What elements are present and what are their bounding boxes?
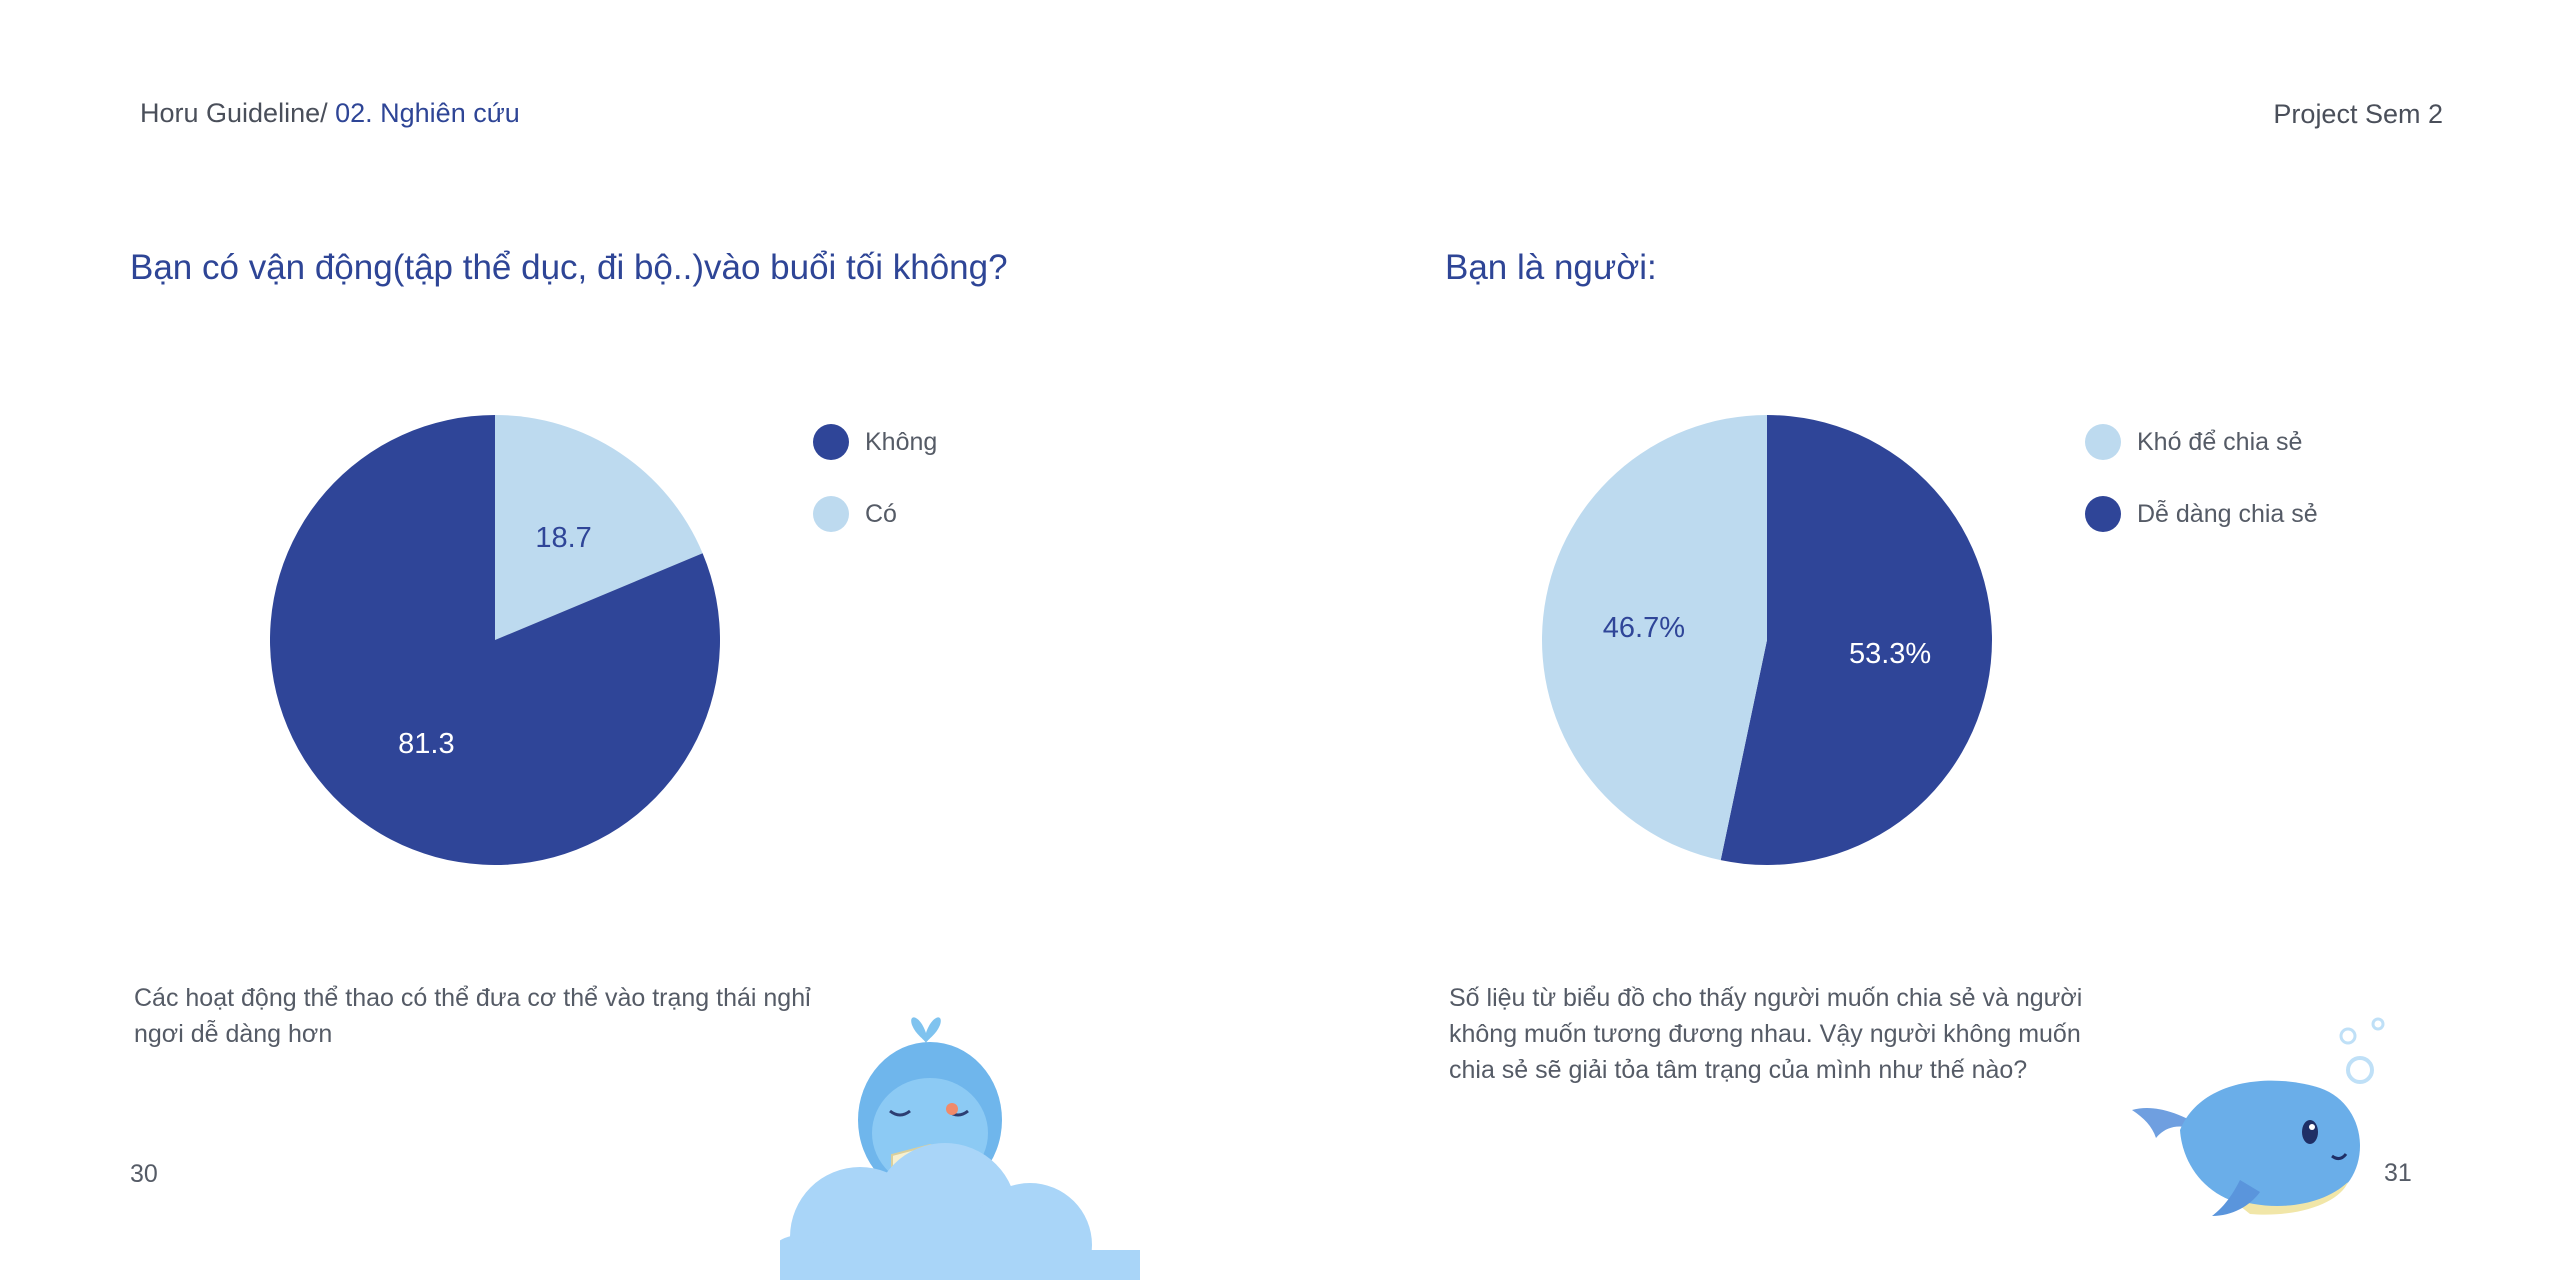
page-number-left: 30 (130, 1160, 158, 1188)
project-title: Project Sem 2 (2273, 99, 2443, 129)
left-pie-slice-1 (495, 415, 703, 640)
legend-label-khong: Không (865, 427, 938, 456)
right-pie-slices: 53.3% 46.7% (1542, 415, 1992, 865)
right-caption: Số liệu từ biểu đồ cho thấy người muốn c… (1449, 984, 2083, 1084)
right-pie-slice-1 (1720, 415, 1992, 865)
left-pie-slices: 18.7 81.3 (270, 415, 720, 865)
legend-swatch-de-dang-chia-se (2085, 496, 2121, 532)
legend-item-khong: Không (813, 424, 937, 460)
legend-item-de-dang-chia-se: Dễ dàng chia sẻ (2085, 496, 2318, 532)
right-pie-data-label-0: 46.7% (1603, 612, 1685, 644)
left-pie-chart: 18.7 81.3 (270, 415, 720, 865)
legend-label-kho-chia-se: Khó để chia sẻ (2137, 427, 2303, 456)
swimming-whale-illustration (2132, 1017, 2385, 1216)
legend-swatch-kho-chia-se (2085, 424, 2121, 460)
legend-label-co: Có (865, 499, 897, 528)
left-caption: Các hoạt động thể thao có thể đưa cơ thể… (134, 984, 811, 1048)
legend-label-de-dang-chia-se: Dễ dàng chia sẻ (2137, 499, 2318, 528)
legend-item-co: Có (813, 496, 937, 532)
whale-on-cloud-illustration (780, 1017, 1140, 1280)
right-pie-chart: 53.3% 46.7% (1542, 415, 1992, 865)
breadcrumb-prefix: Horu Guideline/ (140, 98, 328, 128)
right-legend: Khó để chia sẻ Dễ dàng chia sẻ (2085, 424, 2318, 532)
left-pie-data-label-1: 18.7 (535, 522, 591, 554)
left-question: Bạn có vận động(tập thể dục, đi bộ..)vào… (130, 248, 1008, 287)
legend-swatch-khong (813, 424, 849, 460)
right-question: Bạn là người: (1445, 248, 1657, 287)
legend-item-kho-chia-se: Khó để chia sẻ (2085, 424, 2318, 460)
left-pie-slice-0 (270, 415, 720, 865)
right-pie-data-label-1: 53.3% (1849, 638, 1931, 670)
left-pie-data-label-0: 81.3 (398, 728, 454, 760)
breadcrumb: Horu Guideline/ 02. Nghiên cứu (140, 98, 520, 129)
legend-swatch-co (813, 496, 849, 532)
left-legend: Không Có (813, 424, 937, 532)
right-pie-slice-0 (1542, 415, 1767, 861)
page-number-right: 31 (2384, 1159, 2412, 1187)
breadcrumb-section: 02. Nghiên cứu (327, 98, 520, 128)
